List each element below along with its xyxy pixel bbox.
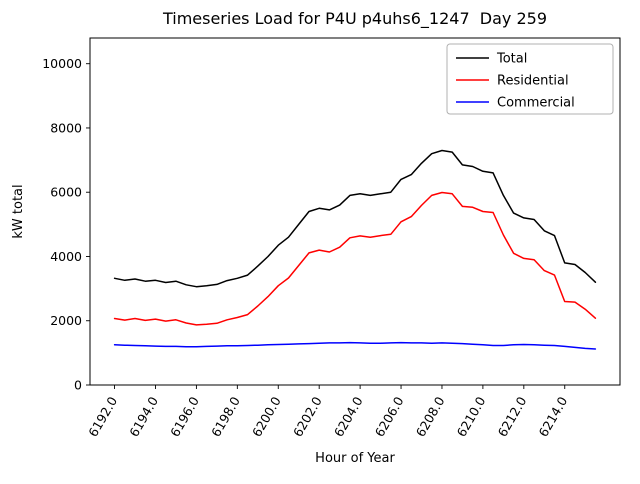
y-axis-label: kW total [11,184,26,238]
y-tick-label: 0 [74,378,82,393]
y-tick-label: 8000 [50,120,82,135]
series-line-commercial [113,341,597,350]
y-tick-label: 4000 [50,249,82,264]
axes-frame [89,37,621,386]
legend: Total Residential Commercial [446,43,614,115]
y-tick-label: 10000 [42,56,82,71]
series-line-total [113,149,597,288]
x-axis-label: Hour of Year [315,451,395,466]
chart-title: Timeseries Load for P4U p4uhs6_1247 Day … [162,9,547,29]
series-line-residential [113,191,597,326]
y-tick-label: 2000 [50,313,82,328]
y-tick-label: 6000 [50,185,82,200]
legend-label-total: Total [496,52,527,67]
legend-label-residential: Residential [497,74,569,89]
legend-box [446,43,614,115]
legend-label-commercial: Commercial [497,96,575,111]
y-axis: 0 2000 4000 6000 8000 10000 [42,56,90,393]
